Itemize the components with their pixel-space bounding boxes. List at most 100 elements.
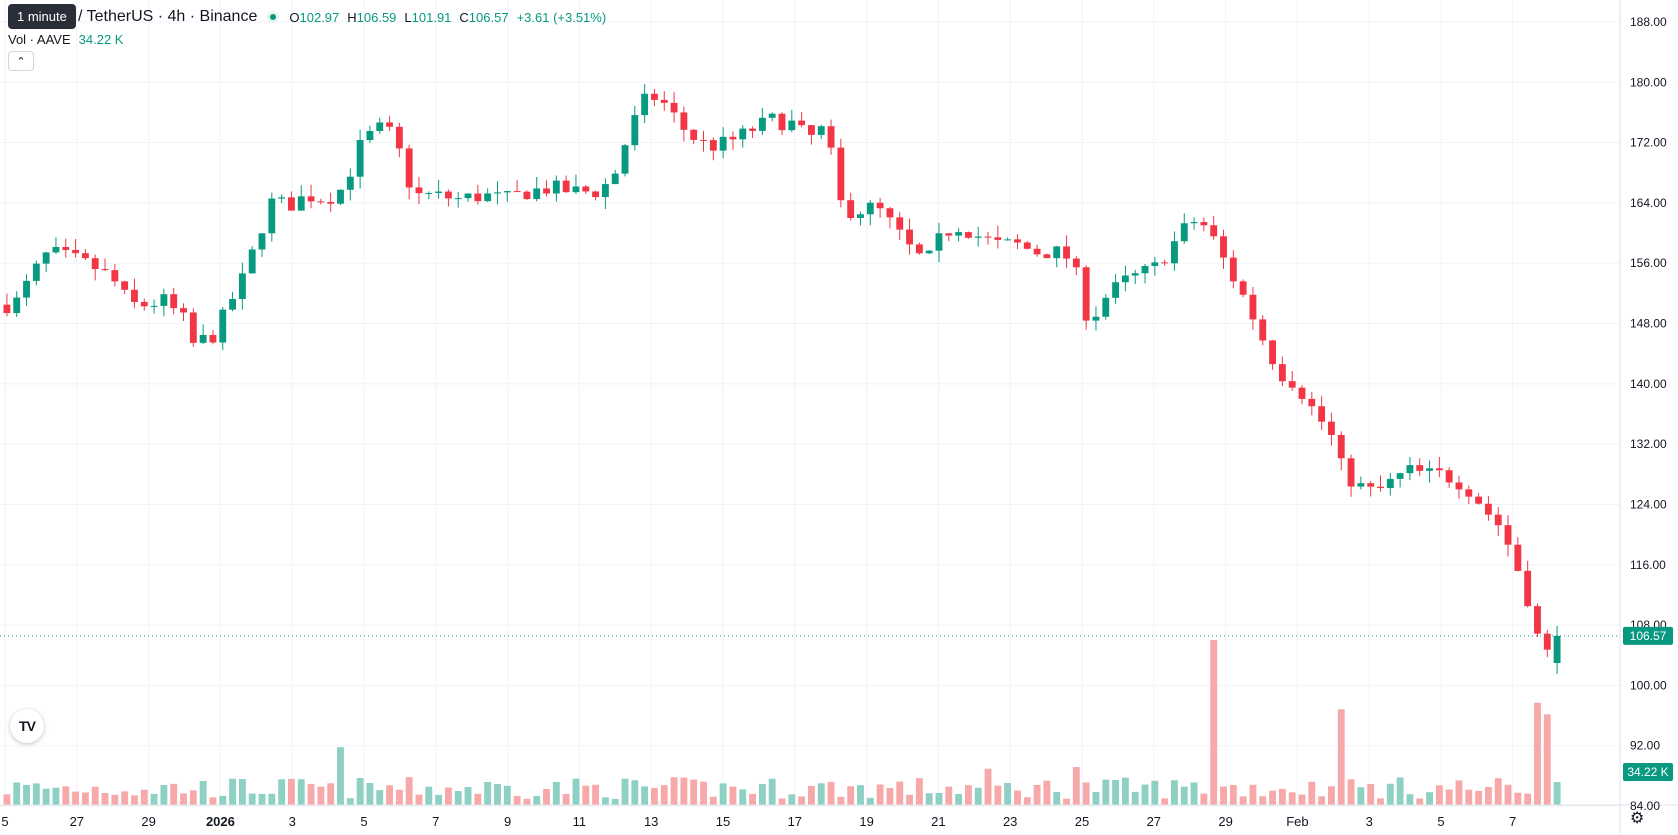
volume-bar (376, 790, 384, 805)
candle-body (1004, 239, 1012, 241)
volume-bar (768, 778, 776, 805)
price-tick-label: 92.00 (1630, 739, 1660, 753)
time-tick-label: 7 (1509, 814, 1516, 829)
candle-body (1161, 262, 1169, 264)
candle-body (925, 250, 933, 254)
candle-body (827, 126, 835, 148)
volume-bar (1465, 789, 1473, 805)
time-axis[interactable]: 5 27 29 2026 3 5 7 9 11 13 15 17 19 21 23 25 27 29 Feb 3 5 7 (1, 814, 1516, 829)
candle-body (572, 186, 580, 193)
volume-bar (1082, 782, 1090, 805)
volume-bar (670, 777, 678, 805)
tradingview-logo[interactable]: TV (10, 709, 44, 743)
volume-badge (1623, 763, 1673, 781)
candle-body (1465, 489, 1473, 497)
volume-bar (964, 785, 972, 805)
candle-body (1210, 225, 1218, 237)
volume-bar (1377, 798, 1384, 805)
volume-bar (1220, 786, 1227, 805)
candle-body (1484, 503, 1492, 515)
volume-bar (160, 785, 168, 805)
price-tick-label: 156.00 (1630, 256, 1667, 270)
candle-body (278, 197, 286, 199)
volume-bar (896, 781, 904, 805)
volume-bar (405, 777, 413, 805)
candle-body (896, 217, 904, 230)
candle-body (857, 214, 864, 219)
volume-bar (150, 793, 158, 805)
candle-body (395, 126, 403, 149)
volume-bar (1543, 714, 1551, 805)
candle-body (817, 126, 825, 135)
candle-body (808, 125, 815, 135)
volume-bar (798, 796, 806, 805)
volume-bar (121, 791, 129, 805)
volume-bar (729, 786, 737, 805)
volume-bar (1494, 778, 1502, 805)
volume-bar (415, 794, 423, 805)
candle-body (1534, 606, 1541, 634)
volume-bar (199, 780, 207, 805)
volume-bar (32, 783, 40, 805)
candle-body (1082, 267, 1090, 321)
volume-legend[interactable]: Vol · AAVE 34.22 K (8, 32, 123, 47)
candle-body (660, 99, 668, 103)
volume-bar (278, 779, 286, 805)
candle-body (1475, 496, 1483, 504)
time-tick-label: 9 (504, 814, 511, 829)
time-tick-label: 23 (1003, 814, 1017, 829)
candle-body (690, 129, 698, 140)
volume-bar (13, 782, 21, 805)
volume-bar (945, 786, 953, 805)
candle-body (1180, 223, 1188, 242)
time-tick-label: 21 (931, 814, 945, 829)
volume-bar (1278, 788, 1286, 805)
volume-bar (1426, 792, 1433, 805)
candle-body (288, 197, 295, 211)
candle-body (474, 193, 482, 202)
volume-bar (180, 793, 187, 805)
candle-body (513, 191, 521, 193)
candle-body (1171, 241, 1178, 264)
candle-body (121, 281, 129, 290)
candle-body (1063, 246, 1070, 259)
volume-bar (494, 784, 501, 805)
candle-body (346, 176, 354, 190)
volume-bar (1112, 779, 1120, 805)
candle-body (415, 187, 423, 194)
candle-body (611, 173, 619, 185)
volume-bar (464, 787, 472, 805)
collapse-legend-button[interactable]: ⌃ (8, 51, 34, 71)
volume-bar (1406, 794, 1414, 805)
candle-body (238, 273, 246, 299)
candle-body (915, 244, 923, 254)
candle-body (1406, 465, 1414, 474)
last-volume-label: 34.22 K (1627, 765, 1668, 779)
candle-body (444, 191, 452, 199)
candle-body (1200, 222, 1208, 226)
candle-body (631, 115, 639, 146)
volume-bar (1337, 709, 1345, 805)
price-tick-label: 164.00 (1630, 196, 1667, 210)
candle-body (435, 191, 443, 193)
candle-body (592, 191, 600, 198)
candle-body (199, 334, 207, 343)
volume-bar (906, 794, 913, 805)
symbol-title[interactable]: / TetherUS · 4h · Binance (78, 8, 258, 25)
volume-bar (1524, 793, 1532, 805)
volume-bar (974, 787, 982, 805)
volume-bar (592, 784, 600, 805)
volume-bar (72, 791, 80, 805)
candle-body (1249, 294, 1257, 320)
volume-bar (1004, 783, 1012, 805)
candle-body (788, 120, 796, 131)
volume-bar (660, 785, 668, 805)
volume-bar (1553, 782, 1561, 805)
candle-body (543, 188, 550, 194)
volume-bar (543, 788, 550, 805)
volume-bar (1455, 780, 1463, 805)
gear-icon[interactable]: ⚙ (1630, 810, 1645, 827)
candle-body (1377, 486, 1384, 489)
